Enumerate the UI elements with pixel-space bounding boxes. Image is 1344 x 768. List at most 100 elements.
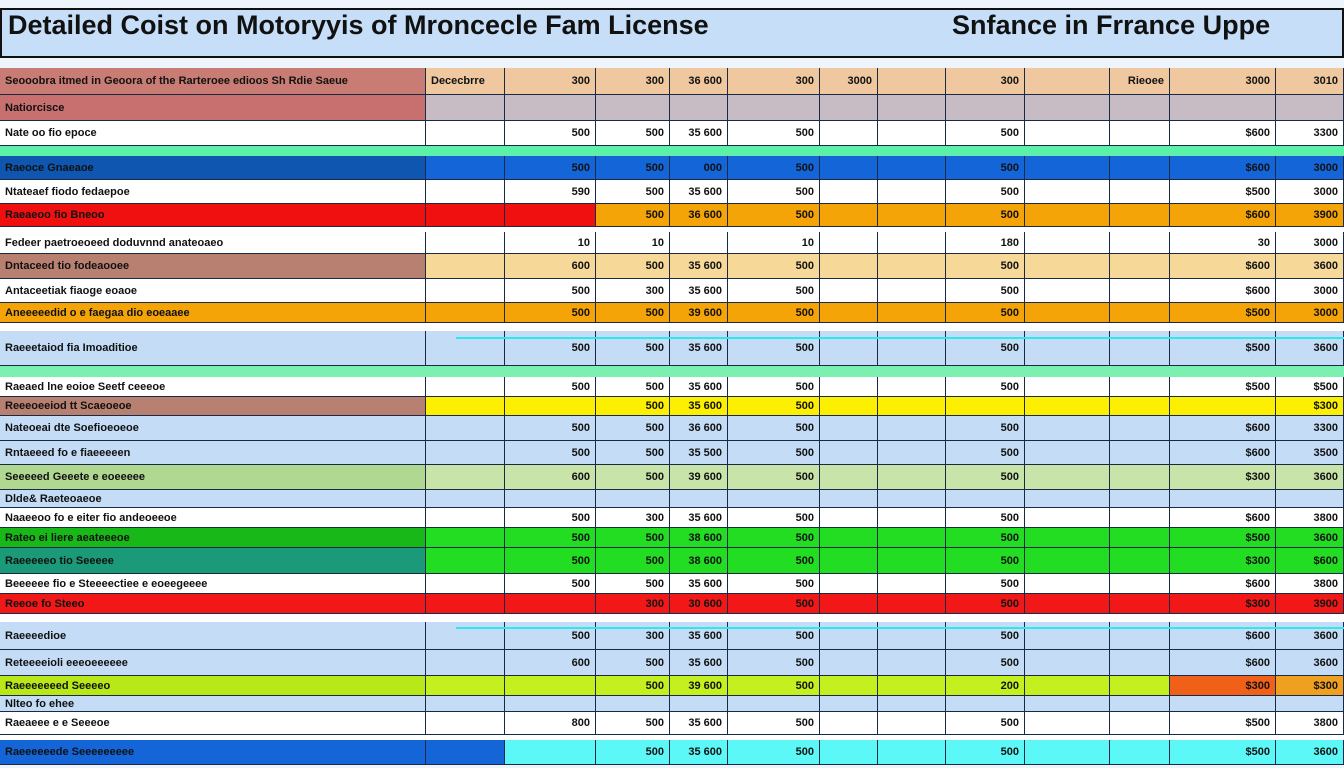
cell: 500 [505,508,596,528]
cell: 35 600 [670,180,728,204]
cell [505,95,596,121]
cell: 500 [728,594,820,614]
row-label: Nate oo fio epoce [0,121,426,146]
cell [1025,68,1110,95]
cell [1170,490,1276,508]
cell: 500 [596,121,670,146]
cell [505,594,596,614]
row-label: Reeoe fo Steeo [0,594,426,614]
cell [820,303,878,323]
cell [1110,676,1170,696]
cell [820,465,878,490]
cell [596,490,670,508]
cell: 35 600 [670,740,728,765]
cell: 300 [946,68,1025,95]
cell [1110,156,1170,180]
cell: 35 600 [670,254,728,279]
cell: 200 [946,676,1025,696]
cell [878,490,946,508]
cell: 500 [728,254,820,279]
cell: $600 [1170,121,1276,146]
cell [1025,377,1110,397]
cell: 500 [728,377,820,397]
cell [1110,490,1170,508]
cell [1025,232,1110,254]
cell: 3010 [1276,68,1344,95]
cell: $600 [1170,416,1276,441]
cell: 500 [728,548,820,574]
row-label: Reeeoeeiod tt Scaeoeoe [0,397,426,416]
row-label: Raeeetaiod fia Imoaditioe [0,331,426,366]
cell [1025,441,1110,465]
cell: $500 [1170,180,1276,204]
row-label: Beeeeee fio e Steeeectiee e eoeegeeee [0,574,426,594]
highlight-line [456,627,1344,629]
cell [820,696,878,712]
cell: 500 [505,121,596,146]
cell [878,740,946,765]
cell: 35 500 [670,441,728,465]
cell: 500 [946,156,1025,180]
cell: 500 [596,331,670,366]
cell: 300 [596,68,670,95]
cell: 3300 [1276,416,1344,441]
cell: 10 [728,232,820,254]
cell: 500 [946,279,1025,303]
cell [1025,156,1110,180]
cell: 500 [505,156,596,180]
separator [0,735,1344,740]
cell [1110,303,1170,323]
cell [426,377,505,397]
cell [878,204,946,227]
cell: 35 600 [670,574,728,594]
cell [1025,180,1110,204]
row-label: Fedeer paetroeoeed doduvnnd anateoaeo [0,232,426,254]
cell [1110,548,1170,574]
cell [728,696,820,712]
cell [878,121,946,146]
cell [1025,331,1110,366]
cell [820,676,878,696]
cell: 3000 [1170,68,1276,95]
cell [820,622,878,650]
cell: 300 [596,279,670,303]
cell: 500 [946,377,1025,397]
cell [1025,712,1110,735]
cell: $600 [1170,204,1276,227]
cell: $600 [1170,441,1276,465]
cell: 500 [946,204,1025,227]
cell: 500 [728,303,820,323]
cell: 500 [728,121,820,146]
cell [426,676,505,696]
cell [820,180,878,204]
cell [1110,622,1170,650]
cell: 500 [728,740,820,765]
cell [878,232,946,254]
cell [505,676,596,696]
cell: 500 [728,712,820,735]
row-label: Nateoeai dte Soefioeoeoe [0,416,426,441]
cell: 3000 [1276,232,1344,254]
row-label: Nlteo fo ehee [0,696,426,712]
cell [426,490,505,508]
cell [1110,441,1170,465]
row-label: Antaceetiak fiaoge eoaoe [0,279,426,303]
cell: 3900 [1276,204,1344,227]
cell: 500 [505,528,596,548]
cell [1025,397,1110,416]
cell: $600 [1170,254,1276,279]
cell: 500 [728,574,820,594]
cell: 500 [505,548,596,574]
cell [426,508,505,528]
cell [1110,377,1170,397]
cell [878,712,946,735]
row-label: Raeeeedioe [0,622,426,650]
cell [820,574,878,594]
cell: 500 [946,121,1025,146]
cell: 180 [946,232,1025,254]
row-label: Raeaed lne eoioe Seetf ceeeoe [0,377,426,397]
cell: 500 [596,180,670,204]
cell [820,441,878,465]
cell [1110,397,1170,416]
cell: $600 [1276,548,1344,574]
